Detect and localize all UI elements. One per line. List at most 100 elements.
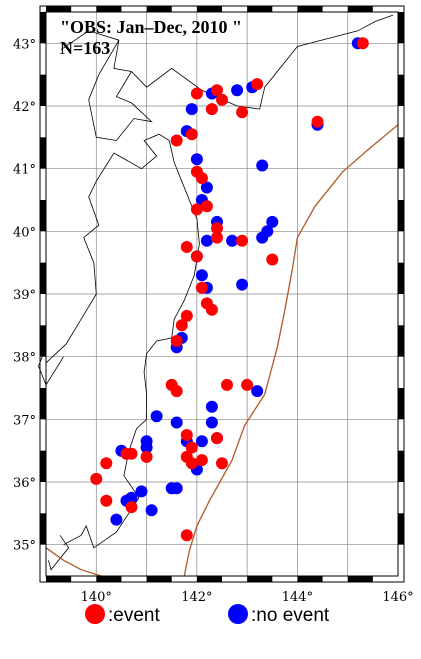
frame-segment [196, 576, 222, 582]
frame-segment [398, 74, 404, 106]
lat-tick-label: 35° [13, 539, 36, 554]
point-no-event [251, 385, 264, 398]
lon-tick-label: 140° [81, 590, 112, 605]
point-no-event [200, 234, 213, 247]
point-no-event [185, 103, 198, 116]
point-event [205, 103, 218, 116]
frame-segment [40, 262, 46, 294]
point-event [180, 309, 193, 322]
point-event [195, 281, 208, 294]
frame-segment [347, 6, 373, 12]
frame-segment [146, 576, 172, 582]
lat-tick-label: 42° [13, 100, 36, 115]
point-event [241, 378, 254, 391]
point-event [311, 115, 324, 128]
point-event [180, 529, 193, 542]
lat-tick-label: 38° [13, 351, 36, 366]
lat-tick-label: 40° [13, 225, 36, 240]
point-no-event [145, 504, 158, 517]
point-no-event [170, 416, 183, 429]
tick-labels: 140° 142° 144° 146° 35° 36° 37° 38° 39° 40° 41° 42°… [13, 37, 414, 605]
lon-tick-label: 142° [181, 590, 212, 605]
point-no-event [195, 435, 208, 448]
point-event [180, 429, 193, 441]
point-event [190, 250, 203, 263]
point-no-event [110, 513, 123, 526]
sagami-trough [45, 547, 102, 577]
frame-segment [398, 450, 404, 482]
frame-segment [398, 12, 404, 44]
point-event [195, 454, 208, 467]
legend-event-marker [85, 604, 105, 624]
title-line-2: N=163 [60, 38, 110, 58]
point-event [140, 450, 153, 463]
point-event [236, 106, 249, 119]
point-event [190, 87, 203, 100]
frame-segment [297, 6, 323, 12]
point-event [190, 203, 203, 216]
point-event [236, 234, 249, 247]
point-event [185, 128, 198, 141]
frame-segment [398, 200, 404, 232]
point-no-event [236, 278, 249, 291]
legend-event-label: :event [108, 605, 160, 626]
obs-points [90, 37, 369, 542]
legend-no-event-label: :no event [251, 605, 330, 626]
point-event [170, 335, 183, 347]
frame-segment [398, 388, 404, 420]
lon-tick-label: 144° [282, 590, 313, 605]
point-no-event [231, 84, 244, 97]
coastline-honshu-east [63, 140, 200, 549]
frame-segment [46, 576, 72, 582]
point-event [100, 494, 113, 507]
point-event [216, 93, 228, 106]
point-no-event [266, 215, 279, 228]
map-frame [39, 5, 405, 583]
point-event [185, 441, 198, 454]
frame-segment [247, 576, 273, 582]
point-no-event [140, 441, 153, 454]
frame-segment [297, 576, 323, 582]
lat-tick-label: 37° [13, 413, 36, 428]
point-event [120, 447, 133, 460]
japan-trench [183, 124, 399, 577]
frame-segment [40, 74, 46, 106]
point-no-event [195, 269, 208, 282]
frame-segment [398, 513, 404, 545]
coastline-honshu-west [45, 152, 142, 364]
point-event [211, 84, 223, 97]
point-event [216, 457, 228, 470]
point-no-event [190, 153, 203, 166]
point-event [170, 134, 183, 147]
frame-segment [398, 137, 404, 169]
point-no-event [205, 416, 218, 429]
lat-tick-label: 39° [13, 288, 36, 303]
frame-segment [398, 325, 404, 357]
coastline-sado [38, 347, 64, 386]
lat-tick-label: 43° [13, 37, 36, 52]
point-event [100, 457, 113, 470]
point-event [211, 222, 223, 235]
coastline-oshima [88, 39, 153, 141]
legend-no-event-marker [228, 604, 248, 624]
frame-segment [398, 262, 404, 294]
coastline-mutsu-bay [141, 133, 170, 170]
frame-segment [46, 6, 72, 12]
point-event [90, 472, 103, 485]
point-event [251, 78, 264, 91]
point-event [170, 385, 183, 398]
point-event [195, 172, 208, 185]
point-event [205, 303, 218, 316]
frame-segment [96, 6, 122, 12]
point-event [221, 378, 233, 391]
lat-tick-label: 41° [13, 163, 36, 178]
frame-segment [40, 450, 46, 482]
point-event [211, 231, 223, 244]
coastline-izu [48, 535, 70, 571]
frame-segment [40, 200, 46, 232]
point-event [211, 432, 223, 445]
point-event [266, 253, 279, 266]
point-no-event [205, 400, 218, 413]
point-no-event [256, 159, 269, 172]
